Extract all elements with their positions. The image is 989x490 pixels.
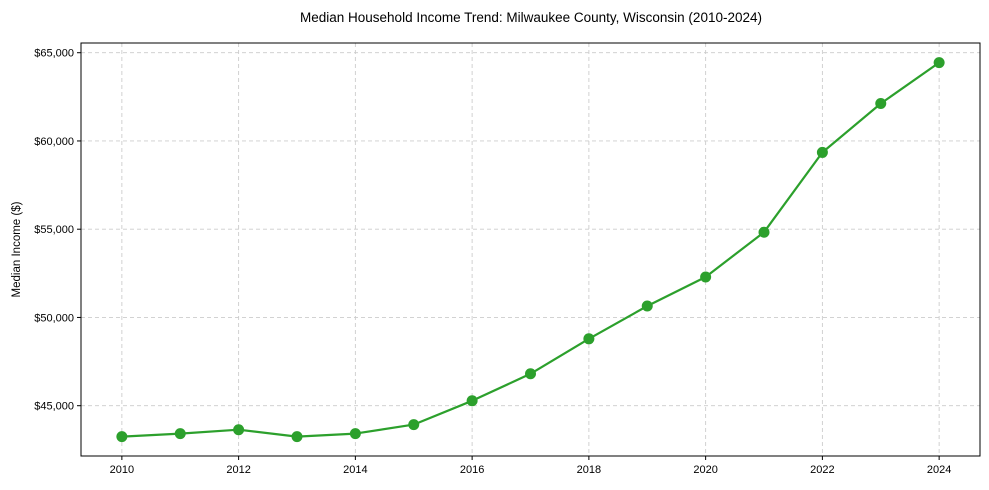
x-tick-label: 2018 [577,464,601,476]
data-point-marker [583,333,595,345]
data-point-marker [466,395,478,407]
x-tick-label: 2022 [810,464,834,476]
x-tick-label: 2020 [693,464,717,476]
data-point-marker [933,57,945,69]
x-tick-label: 2014 [343,464,367,476]
data-point-marker [816,146,828,158]
x-tick-label: 2024 [927,464,951,476]
y-tick-label: $65,000 [34,48,74,60]
grid-lines [81,43,980,456]
y-tick-label: $45,000 [34,401,74,413]
data-point-marker [174,428,186,440]
data-point-marker [349,428,361,440]
data-point-marker [408,419,420,431]
data-point-marker [291,431,303,443]
y-tick-label: $55,000 [34,224,74,236]
y-tick-label: $60,000 [34,136,74,148]
y-tick-label: $50,000 [34,312,74,324]
data-point-marker [641,300,653,312]
series-line [121,61,940,438]
data-point-marker [758,226,770,238]
y-axis-label: Median Income ($) [11,201,23,297]
x-tick-label: 2012 [226,464,250,476]
data-point-marker [116,431,128,443]
x-tick-label: 2016 [460,464,484,476]
data-point-marker [875,98,887,110]
data-point-marker [525,368,536,380]
x-tick-label: 2010 [110,464,134,476]
axis-ticks: 2010 2012 2014 2016 2018 2020 2022 2024 $45,000 $… [34,48,951,476]
plot-area-frame [80,42,981,457]
data-point-marker [233,424,245,436]
data-series [116,57,945,443]
data-point-marker [700,271,712,283]
chart-title: Median Household Income Trend: Milwaukee… [300,10,762,25]
